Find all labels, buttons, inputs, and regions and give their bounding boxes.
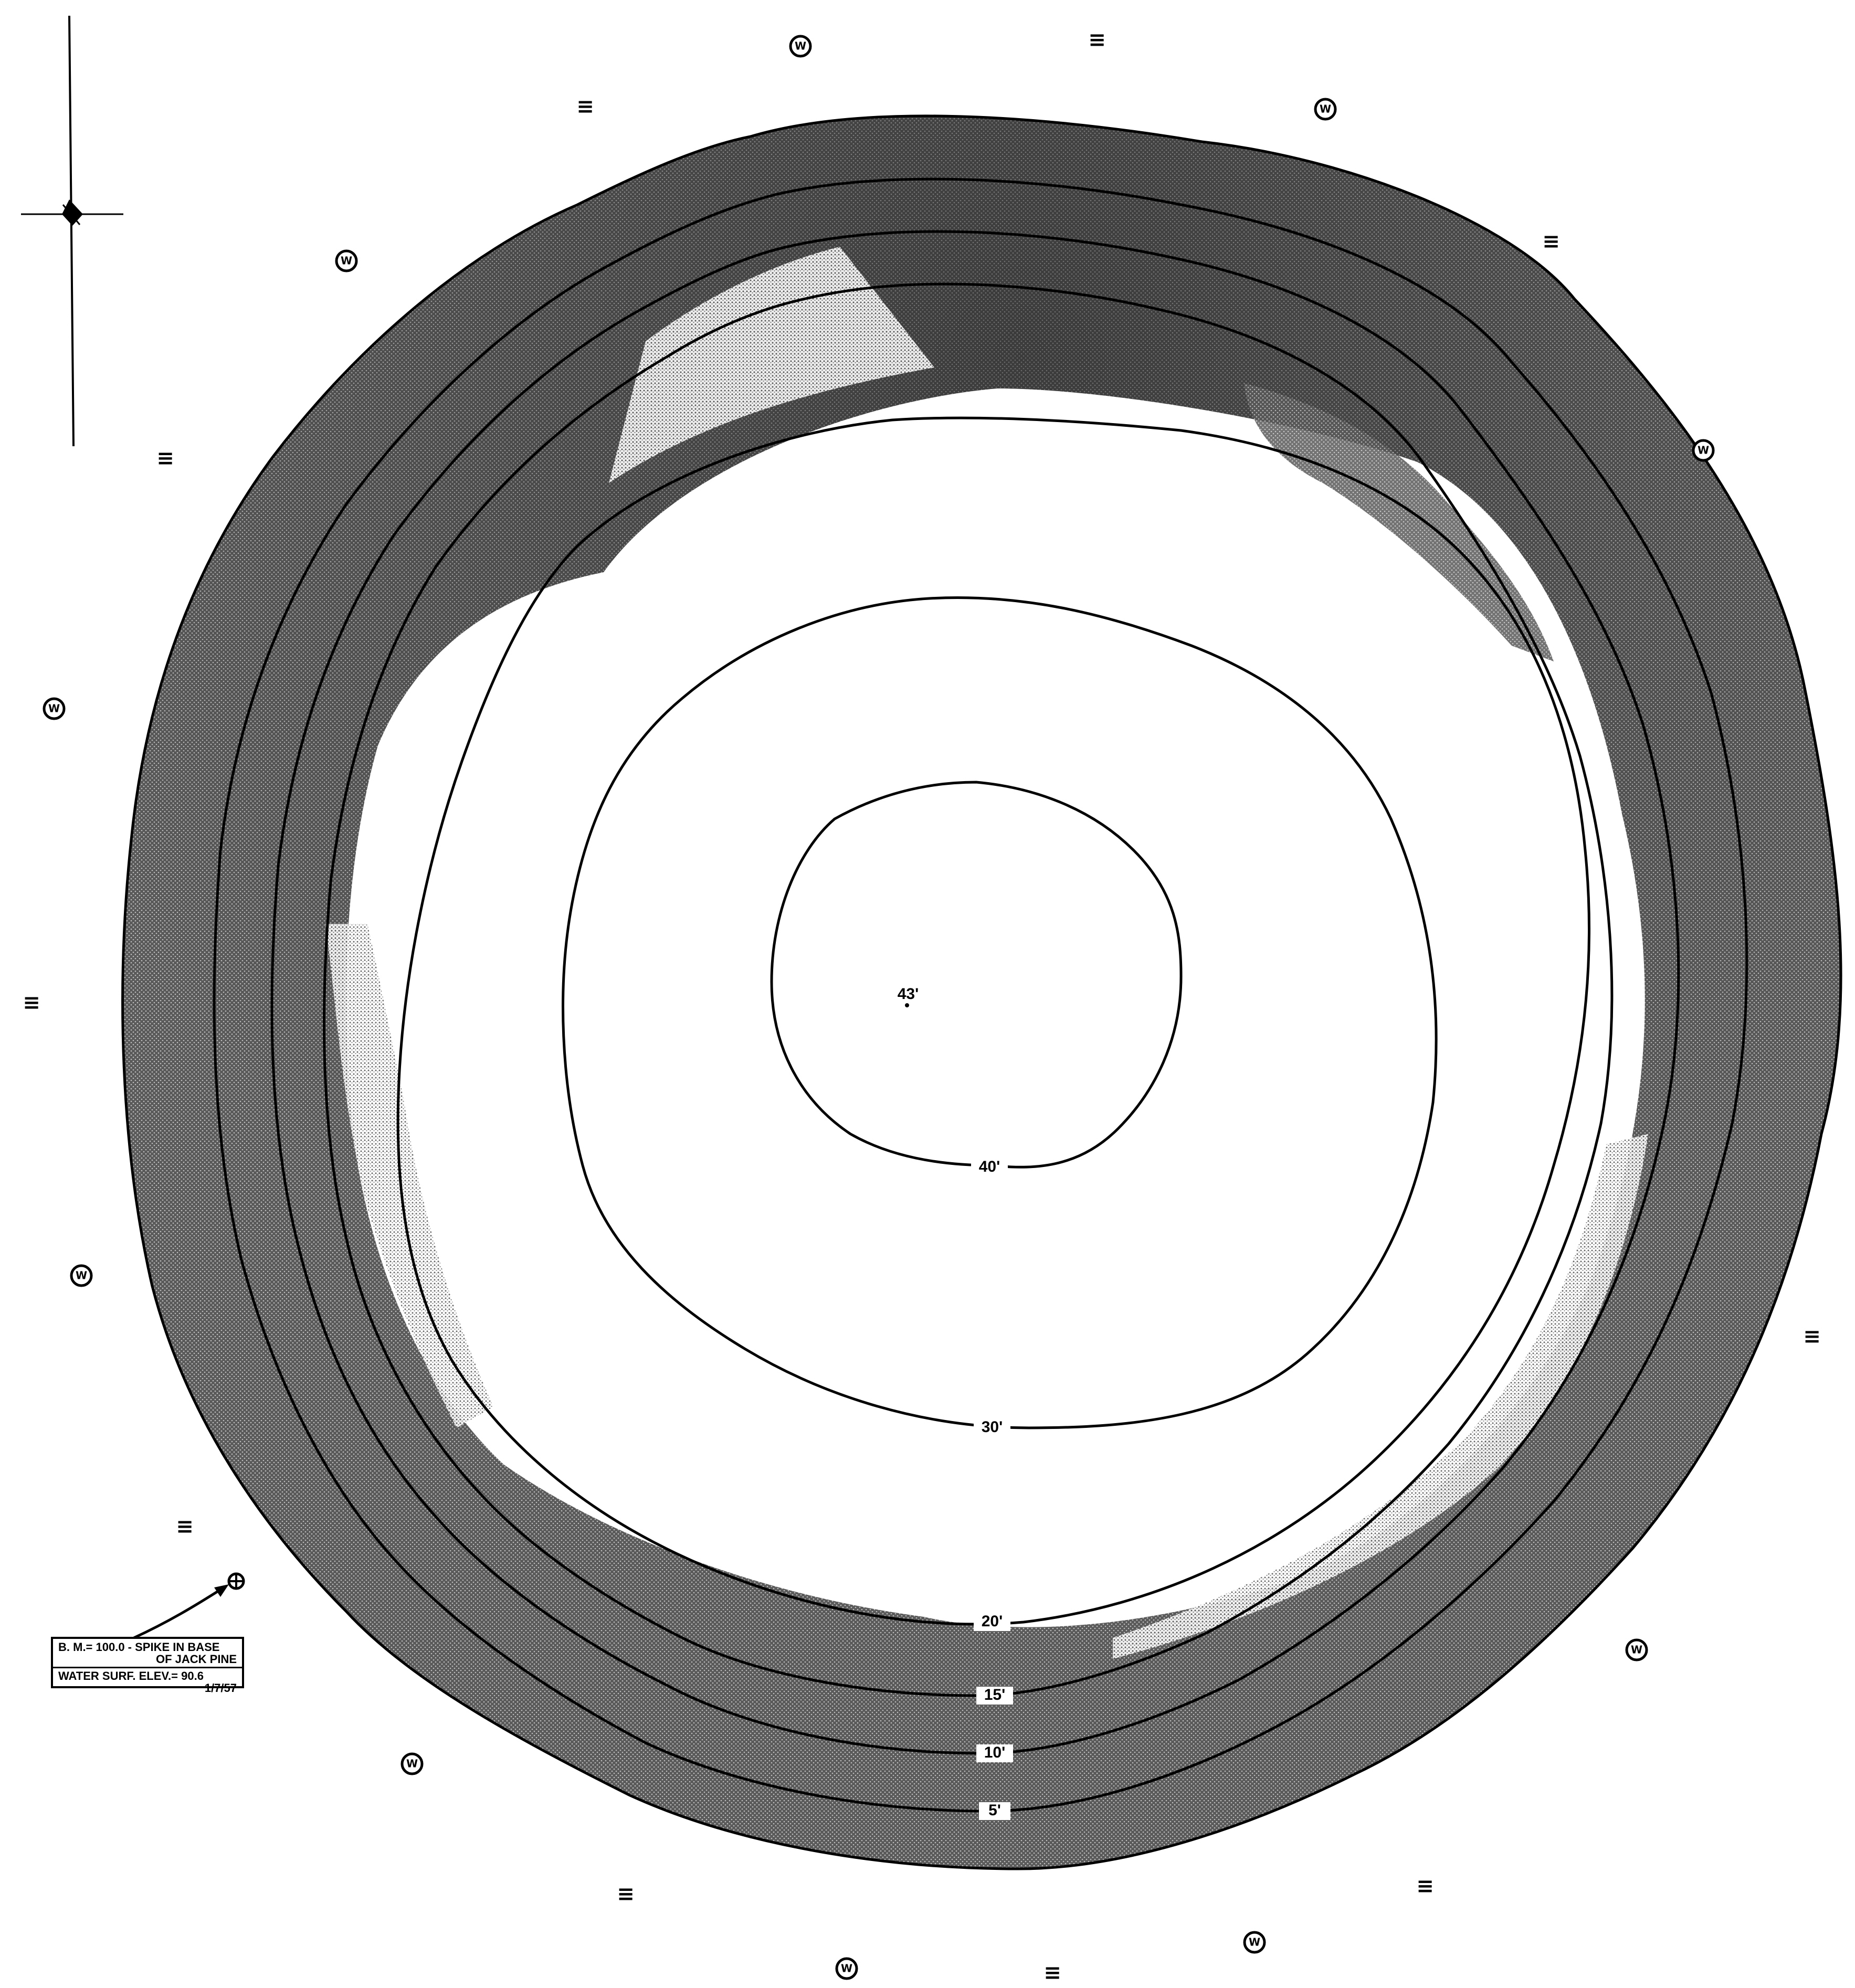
contour-label-40: 40' <box>979 1158 1000 1175</box>
benchmark-text: B. M.= 100.0 - SPIKE IN BASE <box>58 1640 220 1654</box>
contour-10 <box>270 230 1680 1755</box>
contour-label-5: 5' <box>988 1802 1001 1819</box>
wooded-symbol-icon: W <box>43 697 66 720</box>
wooded-symbol-icon: W <box>1692 439 1715 462</box>
marsh-symbol-icon: ≡ <box>156 446 174 470</box>
transition-zone-nw <box>609 247 934 483</box>
transition-zone-ne <box>1244 383 1554 661</box>
marsh-symbol-icon: ≡ <box>576 94 594 119</box>
wooded-symbol-icon: W <box>70 1264 93 1287</box>
wooded-symbol-icon: W <box>400 1752 424 1775</box>
wooded-symbol-icon: W <box>1314 98 1337 121</box>
wooded-symbols: W W W W W W W W <box>43 35 1715 1980</box>
wooded-symbol-icon: W <box>1625 1638 1648 1661</box>
transition-zone-se <box>1113 1134 1648 1659</box>
wooded-symbol-icon: W <box>335 249 358 272</box>
benchmark-leader-arrow <box>133 1586 224 1639</box>
svg-text:W: W <box>795 40 806 52</box>
contour-label-20: 20' <box>982 1613 1003 1630</box>
marsh-symbol-icon: ≡ <box>1542 229 1560 254</box>
arrowhead-icon <box>214 1584 229 1597</box>
svg-text:W: W <box>1320 103 1331 115</box>
transition-zone-w <box>325 924 493 1428</box>
contour-40 <box>770 781 1183 1169</box>
legend-divider <box>53 1667 242 1668</box>
marsh-symbol-icon: ≡ <box>1044 1961 1061 1985</box>
svg-text:W: W <box>406 1758 418 1770</box>
contour-30 <box>562 596 1438 1429</box>
contour-label-30: 30' <box>982 1418 1003 1436</box>
marsh-symbol-icon: ≡ <box>617 1882 635 1906</box>
wooded-symbol-icon: W <box>835 1957 858 1980</box>
benchmark-icon <box>227 1572 245 1590</box>
shoreline <box>121 114 1842 1870</box>
benchmark-legend: B. M.= 100.0 - SPIKE IN BASE OF JACK PIN… <box>51 1637 244 1694</box>
contour-5 <box>213 177 1748 1813</box>
marsh-symbol-icon: ≡ <box>1416 1874 1434 1898</box>
contour-15 <box>323 282 1614 1697</box>
contour-20 <box>396 416 1590 1626</box>
svg-text:W: W <box>1249 1936 1260 1949</box>
wooded-symbol-icon: W <box>789 35 812 58</box>
marsh-symbol-icon: ≡ <box>1803 1324 1821 1349</box>
marsh-symbol-icon: ≡ <box>23 991 40 1015</box>
contour-label-10: 10' <box>984 1744 1006 1761</box>
svg-text:W: W <box>76 1269 87 1282</box>
svg-text:W: W <box>1698 444 1709 457</box>
marsh-symbol-icon: ≡ <box>1088 28 1106 52</box>
svg-text:W: W <box>341 255 352 267</box>
svg-text:W: W <box>48 702 60 715</box>
marsh-symbol-icon: ≡ <box>176 1514 194 1539</box>
deepest-point-marker <box>905 1003 909 1007</box>
benchmark-text-cont: OF JACK PINE <box>155 1653 237 1666</box>
water-surface-elevation: WATER SURF. ELEV.= 90.6 <box>58 1669 204 1682</box>
contour-label-15: 15' <box>984 1686 1006 1703</box>
survey-date: 1/7/57 <box>204 1681 237 1695</box>
north-arrow-icon <box>21 15 123 447</box>
wooded-symbol-icon: W <box>1243 1931 1266 1954</box>
svg-text:W: W <box>841 1962 852 1975</box>
contour-labels: 40' 30' 20' 15' 10' 5' <box>971 1158 1013 1820</box>
deepest-point-label: 43' <box>898 985 919 1003</box>
marsh-symbols: ≡ ≡ ≡ ≡ ≡ ≡ ≡ ≡ ≡ ≡ <box>23 28 1821 1985</box>
svg-text:W: W <box>1631 1644 1642 1656</box>
